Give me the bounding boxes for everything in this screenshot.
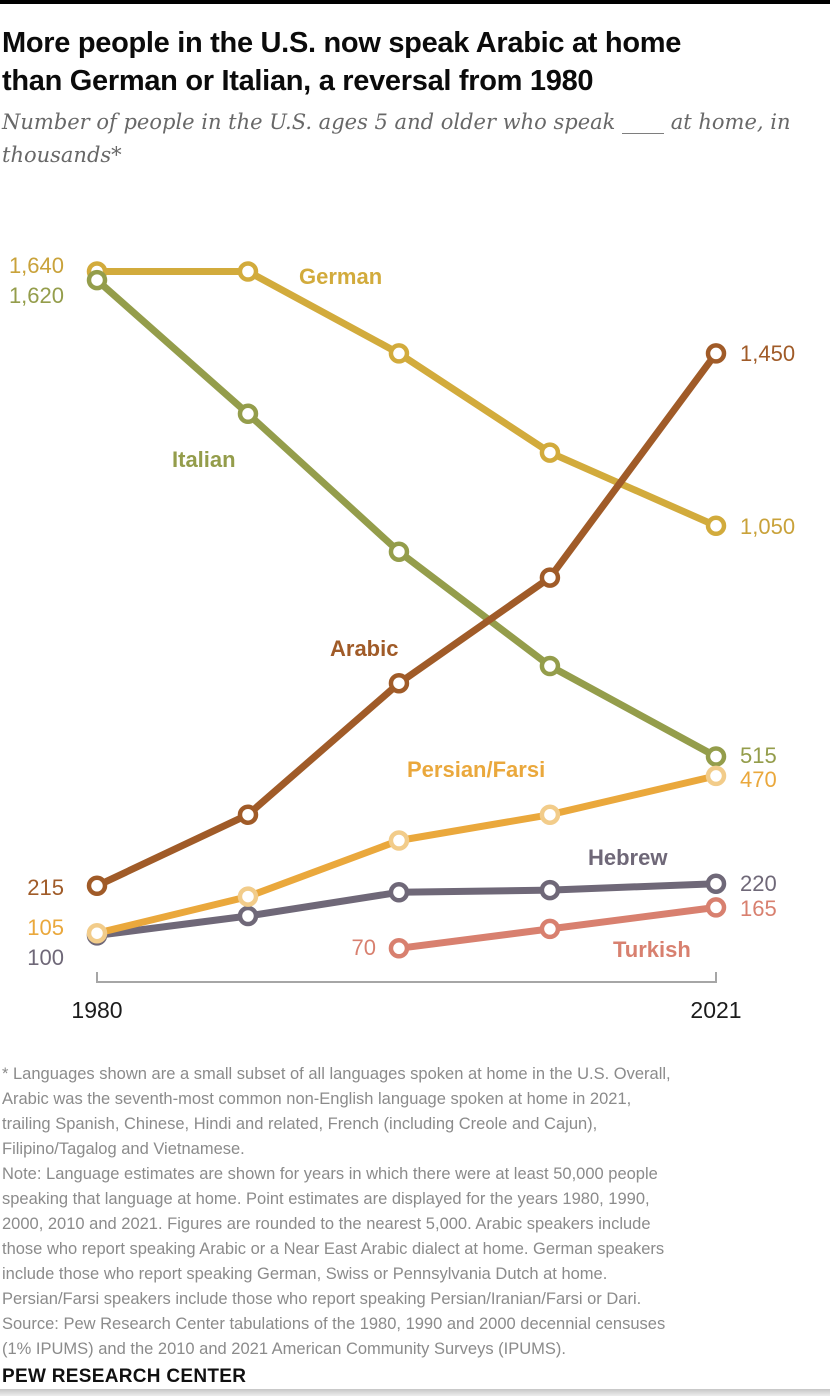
series-marker-persian-farsi [705, 765, 727, 787]
series-name-label: Hebrew [588, 845, 668, 870]
top-border-bar [0, 0, 830, 4]
footnotes: * Languages shown are a small subset of … [2, 1065, 671, 1358]
x-axis-tick-label: 1980 [71, 997, 122, 1023]
series-marker-arabic [539, 567, 561, 588]
series-marker-german [705, 515, 727, 537]
series-marker-german [539, 442, 561, 463]
series-marker-hebrew [539, 879, 561, 901]
value-label: 215 [27, 875, 64, 900]
series-name-label: Arabic [330, 636, 398, 661]
series-marker-arabic [705, 343, 727, 364]
series-name-label: Persian/Farsi [407, 757, 545, 782]
x-axis-line [96, 972, 717, 983]
series-marker-hebrew [237, 905, 259, 927]
series-marker-turkish [705, 897, 727, 918]
series-marker-italian [539, 655, 561, 677]
value-label: 1,050 [740, 514, 795, 539]
value-label: 515 [740, 743, 777, 768]
pew-research-center-logo-text: PEW RESEARCH CENTER [2, 1366, 247, 1387]
bottom-border-bar [0, 1389, 830, 1396]
series-marker-persian-farsi [237, 886, 259, 907]
series-marker-persian-farsi [539, 804, 561, 825]
value-label: 1,640 [9, 253, 64, 278]
series-marker-turkish [388, 938, 410, 959]
series-name-label: German [299, 264, 382, 289]
series-marker-persian-farsi [388, 830, 410, 851]
value-label: 165 [740, 896, 777, 921]
series-marker-italian [705, 746, 727, 767]
series-marker-turkish [539, 918, 561, 940]
series-marker-italian [237, 403, 259, 425]
series-marker-hebrew [705, 873, 727, 894]
value-label: 70 [352, 935, 376, 960]
series-marker-persian-farsi [86, 922, 108, 944]
series-marker-arabic [237, 804, 259, 825]
series-marker-hebrew [388, 882, 410, 903]
chart-subtitle: Number of people in the U.S. ages 5 and … [2, 110, 791, 167]
series-marker-german [237, 261, 259, 282]
chart-title: More people in the U.S. now speak Arabic… [2, 27, 682, 97]
series-marker-italian [86, 269, 108, 291]
value-label: 105 [27, 915, 64, 940]
series-marker-italian [388, 541, 410, 562]
series-line-arabic [93, 349, 720, 890]
series-name-label: Turkish [613, 937, 691, 962]
value-label: 220 [740, 871, 777, 896]
series-marker-german [388, 343, 410, 364]
x-axis-tick-label: 2021 [690, 997, 741, 1023]
value-label: 1,450 [740, 341, 795, 366]
value-label: 100 [27, 945, 64, 970]
series-marker-arabic [388, 672, 410, 694]
value-label: 470 [740, 767, 777, 792]
series-name-label: Italian [172, 447, 236, 472]
series-marker-arabic [86, 875, 108, 897]
value-label: 1,620 [9, 283, 64, 308]
series-line-german [93, 268, 720, 530]
